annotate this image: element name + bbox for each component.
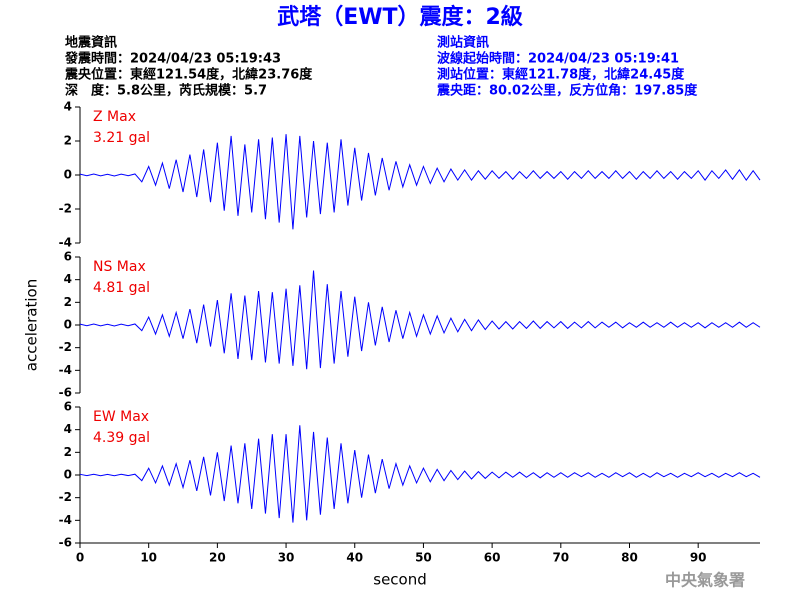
y-tick-label: -6 [59,536,72,550]
event-info: 發震時間：2024/04/23 05:19:43 [64,51,281,67]
y-tick-label: 0 [64,318,72,332]
y-tick-label: 2 [64,134,72,148]
footer: 中央氣象署 [665,571,745,590]
event-info: 地震資訊 [65,35,117,51]
y-tick-label: -4 [59,236,72,250]
y-tick-label: 4 [64,100,72,114]
y-tick-label: 0 [64,168,72,182]
x-tick-label: 90 [690,551,707,565]
x-axis-label: second [373,571,427,589]
waveform [79,270,761,370]
y-tick-label: -2 [59,490,72,504]
y-tick-label: -2 [59,340,72,354]
component-label: Z Max [93,109,136,125]
x-tick-label: 80 [621,551,638,565]
y-tick-label: 2 [64,445,72,459]
y-tick-label: 6 [64,250,72,264]
event-info: 震央位置：東經121.54度，北緯23.76度 [64,67,313,83]
y-tick-label: -4 [59,513,72,527]
component-label: EW Max [93,409,149,425]
max-annotation: 4.39 gal [93,430,150,446]
y-tick-label: 2 [64,295,72,309]
x-tick-label: 60 [484,551,501,565]
x-tick-label: 0 [76,551,84,565]
station-info: 測站位置：東經121.78度，北緯24.45度 [437,67,685,83]
max-annotation: 4.81 gal [93,280,150,296]
x-tick-label: 10 [140,551,157,565]
y-tick-label: 4 [64,272,72,286]
x-tick-label: 20 [209,551,226,565]
y-axis-label: acceleration [23,279,41,371]
x-tick-label: 40 [346,551,363,565]
y-tick-label: -6 [59,386,72,400]
station-info: 測站資訊 [437,35,489,51]
y-tick-label: 0 [64,468,72,482]
max-annotation: 3.21 gal [93,130,150,146]
y-tick-label: -2 [59,202,72,216]
y-tick-label: 6 [64,400,72,414]
x-tick-label: 50 [415,551,432,565]
x-tick-label: 70 [552,551,569,565]
waveform [79,425,761,523]
x-tick-label: 30 [278,551,295,565]
y-tick-label: -4 [59,363,72,377]
station-info: 波線起始時間：2024/04/23 05:19:41 [437,51,679,67]
y-tick-label: 4 [64,422,72,436]
component-label: NS Max [93,259,146,275]
waveform [79,134,761,230]
station-info: 震央距：80.02公里，反方位角：197.85度 [436,83,698,99]
title: 武塔（EWT）震度：2級 [277,4,523,30]
event-info: 深 度：5.8公里，芮氏規模：5.7 [65,83,267,99]
